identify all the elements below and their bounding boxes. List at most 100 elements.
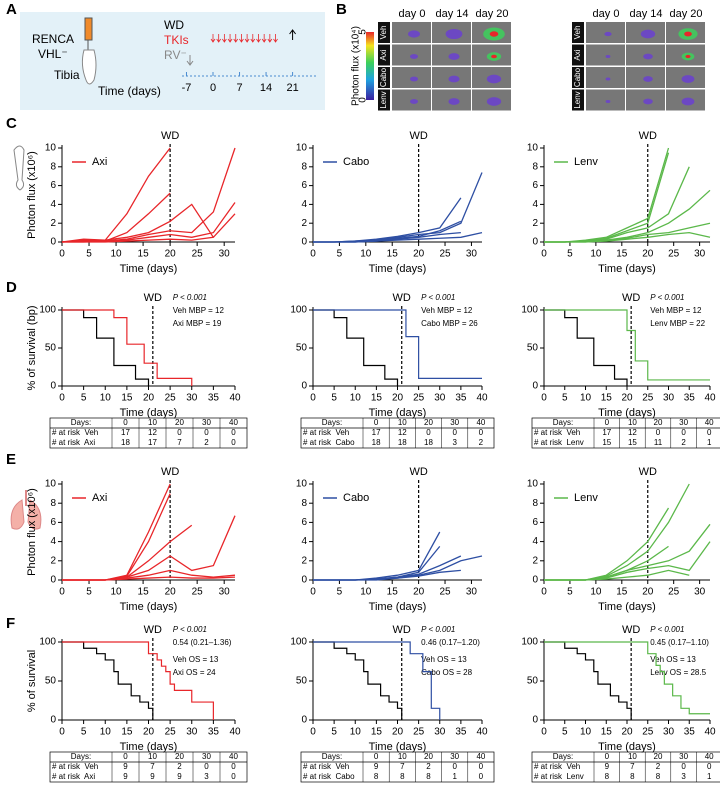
group-box bbox=[378, 22, 390, 43]
tumor-line bbox=[544, 189, 711, 243]
group-box bbox=[378, 44, 390, 66]
group-label: Axi bbox=[379, 49, 388, 60]
y-tick-label: 100 bbox=[521, 305, 538, 316]
table-cell: 17 bbox=[372, 428, 381, 437]
table-cell: 11 bbox=[654, 438, 663, 447]
y-tick-label: 2 bbox=[50, 555, 56, 566]
table-day: 0 bbox=[123, 418, 128, 427]
x-tick-label: 5 bbox=[567, 587, 573, 598]
table-day: 30 bbox=[679, 418, 688, 427]
bli-image bbox=[586, 44, 625, 66]
y-tick-label: 50 bbox=[527, 676, 539, 687]
table-cell: 7 bbox=[630, 762, 635, 771]
table-row-label: # at risk Veh bbox=[303, 762, 349, 771]
table-day: 10 bbox=[398, 752, 407, 761]
table-cell: 18 bbox=[424, 438, 433, 447]
legend-label: Cabo bbox=[343, 156, 369, 168]
table-cell: 7 bbox=[177, 438, 182, 447]
y-tick-label: 100 bbox=[290, 637, 307, 648]
y-tick-label: 0 bbox=[50, 381, 56, 392]
tki-arrow bbox=[233, 34, 239, 43]
table-cell: 0 bbox=[452, 762, 457, 771]
legend-label: Lenv bbox=[574, 156, 598, 168]
annotation: 0.46 (0.17–1.20) bbox=[421, 638, 480, 647]
group-label: Veh bbox=[573, 26, 582, 40]
y-tick-label: 100 bbox=[290, 305, 307, 316]
y-tick-label: 10 bbox=[296, 479, 308, 490]
signal bbox=[448, 53, 460, 60]
table-cell: 8 bbox=[630, 772, 635, 781]
y-tick-label: 0 bbox=[301, 237, 307, 248]
x-axis-label: Time (days) bbox=[120, 601, 178, 613]
signal-core bbox=[491, 54, 497, 59]
group-box bbox=[572, 22, 584, 43]
tki-arrow bbox=[244, 34, 250, 43]
table-cell: 0 bbox=[231, 772, 236, 781]
y-tick-label: 2 bbox=[532, 555, 538, 566]
risk-table bbox=[300, 417, 495, 449]
tumor-line bbox=[313, 172, 483, 243]
colorbar bbox=[366, 32, 374, 100]
timeline: -7 0 7 14 21 bbox=[182, 29, 318, 94]
y-axis-label: Photon flux (x10⁶) bbox=[26, 488, 38, 576]
lung-icon bbox=[10, 499, 42, 530]
annotation: Veh MBP = 12 bbox=[173, 306, 225, 315]
x-tick-label: 10 bbox=[100, 727, 112, 738]
signal bbox=[486, 97, 502, 106]
y-tick-label: 6 bbox=[532, 517, 538, 528]
x-tick-label: 30 bbox=[466, 587, 478, 598]
table-cell: 3 bbox=[452, 438, 457, 447]
table-row-label: # at risk Veh bbox=[303, 428, 349, 437]
annotation: Veh MBP = 12 bbox=[650, 306, 702, 315]
y-tick-label: 8 bbox=[50, 161, 56, 172]
x-tick-label: 15 bbox=[371, 393, 383, 404]
x-tick-label: 15 bbox=[616, 249, 628, 260]
y-tick-label: 8 bbox=[301, 161, 307, 172]
x-tick-label: 40 bbox=[704, 393, 716, 404]
x-tick-label: 30 bbox=[186, 727, 198, 738]
table-cell: 1 bbox=[452, 772, 457, 781]
table-day: 10 bbox=[628, 418, 637, 427]
table-cell: 12 bbox=[398, 428, 407, 437]
x-tick-label: 10 bbox=[360, 249, 372, 260]
table-cell: 12 bbox=[148, 428, 157, 437]
x-tick-label: 5 bbox=[86, 249, 92, 260]
table-cell: 0 bbox=[204, 762, 209, 771]
x-tick-label: 35 bbox=[208, 727, 220, 738]
table-cell: 0 bbox=[479, 772, 484, 781]
y-tick-label: 4 bbox=[532, 536, 538, 547]
table-day: 0 bbox=[123, 752, 128, 761]
tki-arrow bbox=[256, 34, 261, 43]
x-tick-label: 15 bbox=[601, 393, 613, 404]
table-cell: 0 bbox=[231, 428, 236, 437]
x-tick-label: 0 bbox=[541, 249, 547, 260]
x-tick-label: 10 bbox=[360, 587, 372, 598]
annotation: Cabo OS = 28 bbox=[421, 668, 472, 677]
bone-icon bbox=[81, 49, 97, 85]
table-day: 20 bbox=[175, 752, 184, 761]
survival-curve bbox=[313, 641, 403, 720]
survival-curve bbox=[62, 641, 214, 720]
x-tick-label: 20 bbox=[143, 727, 155, 738]
table-cell: 17 bbox=[148, 438, 157, 447]
table-cell: 0 bbox=[681, 762, 686, 771]
tumor-line bbox=[62, 515, 236, 581]
x-axis-label: Time (days) bbox=[598, 407, 656, 419]
survival-curve bbox=[544, 309, 710, 381]
survival-curve bbox=[544, 641, 710, 715]
timeline-tick-label: 7 bbox=[236, 82, 242, 94]
colorbar-tick-label: 5 bbox=[358, 29, 369, 35]
signal-core bbox=[684, 31, 692, 37]
table-day: 30 bbox=[450, 752, 459, 761]
x-tick-label: 0 bbox=[59, 393, 65, 404]
tumor-line bbox=[62, 576, 236, 581]
tki-arrow bbox=[273, 34, 278, 43]
x-tick-label: 20 bbox=[392, 393, 404, 404]
x-tick-label: 30 bbox=[186, 393, 198, 404]
y-tick-label: 8 bbox=[532, 498, 538, 509]
group-label: Lenv bbox=[379, 91, 388, 108]
x-tick-label: 35 bbox=[684, 393, 696, 404]
x-tick-label: 5 bbox=[567, 249, 573, 260]
x-tick-label: 35 bbox=[208, 393, 220, 404]
risk-table bbox=[531, 417, 720, 449]
